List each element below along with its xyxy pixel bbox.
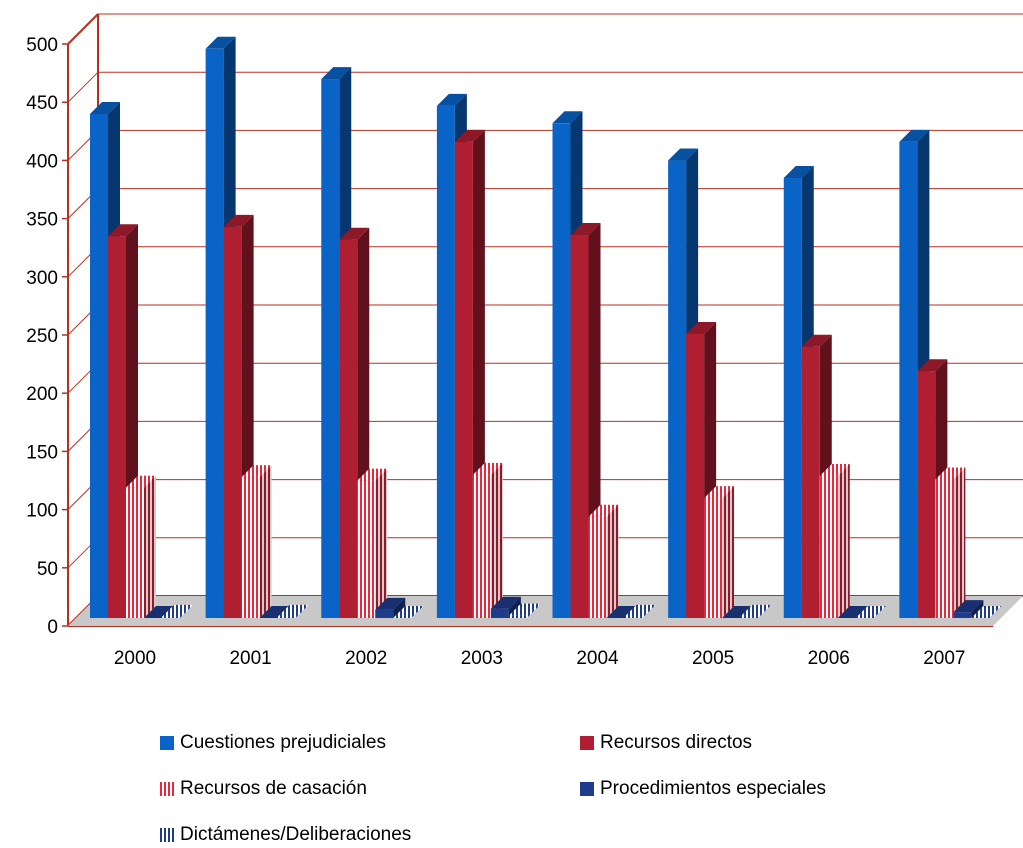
y-tick-label: 350 [26,210,58,231]
bar-front [357,481,375,618]
bar-front [802,347,820,618]
y-tick-label: 200 [26,384,58,405]
y-tick-label: 250 [26,326,58,347]
bar-front [917,371,935,618]
bar-Recursos de casación-2007 [935,467,965,618]
bar-front [686,334,704,618]
bar-side [722,486,734,618]
bar-front [278,617,296,618]
bar-front [126,488,144,618]
bar-front [935,479,953,618]
y-tick-label: 500 [26,35,58,56]
bar-front [953,612,971,618]
legend-label: Recursos de casación [180,778,367,800]
bar-front [162,617,180,618]
axis-corner-line [68,14,98,44]
bar-side [144,476,156,618]
bar-side [607,505,619,618]
bar-Recursos de casación-2004 [589,505,619,618]
bars [90,37,1001,618]
y-tick-label: 300 [26,268,58,289]
x-tick-label: 2000 [114,648,156,669]
x-tick-label: 2006 [808,648,850,669]
legend-label: Dictámenes/Deliberaciones [180,824,411,846]
bar-front [206,49,224,618]
bar-side [838,464,850,618]
bar-front [668,161,686,618]
bar-side [260,465,272,618]
legend-item-recursos-casacion: Recursos de casación [160,778,367,800]
bar-front [509,616,527,618]
y-tick-label: 50 [37,559,58,580]
bar-front [339,240,357,618]
x-axis-ticks: 2000 2001 2002 2003 2004 2005 2006 2007 [114,648,966,669]
legend-item-procedimientos: Procedimientos especiales [580,778,826,800]
bar-front [704,498,722,618]
x-tick-label: 2005 [692,648,734,669]
bar-front [455,142,473,618]
x-tick-label: 2004 [576,648,619,669]
y-tick-label: 100 [26,501,58,522]
bar-front [375,610,393,618]
bar-front [242,477,260,618]
y-tick-label: 150 [26,442,58,463]
legend-swatch-blue-icon [160,736,174,750]
bar-side [491,463,503,618]
bar-front [491,609,509,618]
legend-swatch-navy-icon [580,782,594,796]
legend-swatch-red-icon [580,736,594,750]
legend-swatch-navy-stripes-icon [160,828,174,842]
bar-front [740,617,758,618]
bar-front [224,227,242,618]
bar-front [108,236,126,618]
bar-Recursos de casación-2001 [242,465,272,618]
x-tick-label: 2007 [923,648,965,669]
legend-label: Procedimientos especiales [600,778,826,800]
bar-Recursos de casación-2002 [357,469,387,618]
bar-front [784,178,802,618]
legend-item-recursos-directos: Recursos directos [580,732,752,754]
legend-item-cuestiones: Cuestiones prejudiciales [160,732,386,754]
bar-front [321,79,339,618]
bar-front [589,517,607,618]
legend-item-dictamenes: Dictámenes/Deliberaciones [160,824,411,846]
legend-label: Cuestiones prejudiciales [180,732,386,754]
bar-front [90,114,108,618]
gridline-side [68,72,98,102]
bar-Recursos de casación-2000 [126,476,156,618]
bar-chart: 050100150200250300350400450500 2000 2001 2… [0,0,1023,700]
bar-Recursos de casación-2006 [820,464,850,618]
y-tick-label: 0 [47,617,58,638]
y-axis-ticks: 0 50 100 150 200 250 300 350 400 450 500 [26,35,58,638]
bar-front [625,617,643,618]
bar-front [473,475,491,618]
bar-side [953,467,965,618]
bar-front [820,476,838,618]
bar-front [899,142,917,618]
x-tick-label: 2002 [345,648,387,669]
legend-label: Recursos directos [600,732,752,754]
bar-Recursos de casación-2003 [473,463,503,618]
bar-Recursos de casación-2005 [704,486,734,618]
bar-side [375,469,387,618]
bar-front [571,235,589,618]
x-tick-label: 2001 [229,648,271,669]
bar-front [437,106,455,618]
x-tick-label: 2003 [461,648,503,669]
y-tick-label: 400 [26,151,58,172]
legend-swatch-red-stripes-icon [160,782,174,796]
bar-front [553,123,571,618]
y-tick-label: 450 [26,93,58,114]
